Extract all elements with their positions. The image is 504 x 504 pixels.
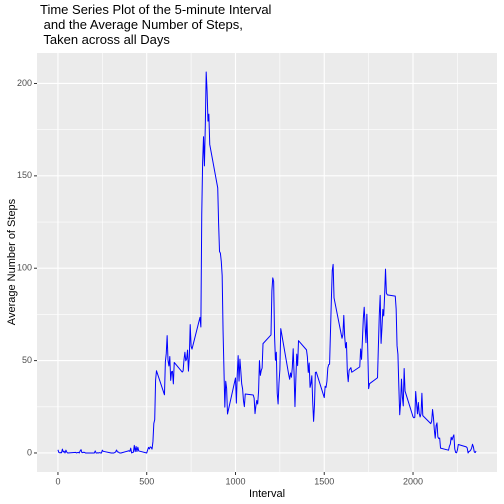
x-tick-label: 1500 bbox=[314, 476, 334, 486]
grid bbox=[37, 53, 497, 472]
y-tick-label: 150 bbox=[17, 170, 32, 180]
x-tick-label: 0 bbox=[55, 476, 60, 486]
y-tick-label: 50 bbox=[22, 355, 32, 365]
chart-title: Time Series Plot of the 5-minute Interva… bbox=[40, 2, 272, 47]
y-tick-label: 100 bbox=[17, 263, 32, 273]
y-axis-label: Average Number of Steps bbox=[6, 198, 18, 325]
x-tick-label: 500 bbox=[139, 476, 154, 486]
x-tick-label: 1000 bbox=[225, 476, 245, 486]
panel bbox=[37, 53, 497, 472]
x-tick-label: 2000 bbox=[403, 476, 423, 486]
series-line bbox=[57, 71, 477, 454]
x-axis-label: Interval bbox=[249, 488, 285, 500]
marks bbox=[57, 71, 477, 454]
y-tick-label: 0 bbox=[27, 447, 32, 457]
y-tick-label: 200 bbox=[17, 78, 32, 88]
